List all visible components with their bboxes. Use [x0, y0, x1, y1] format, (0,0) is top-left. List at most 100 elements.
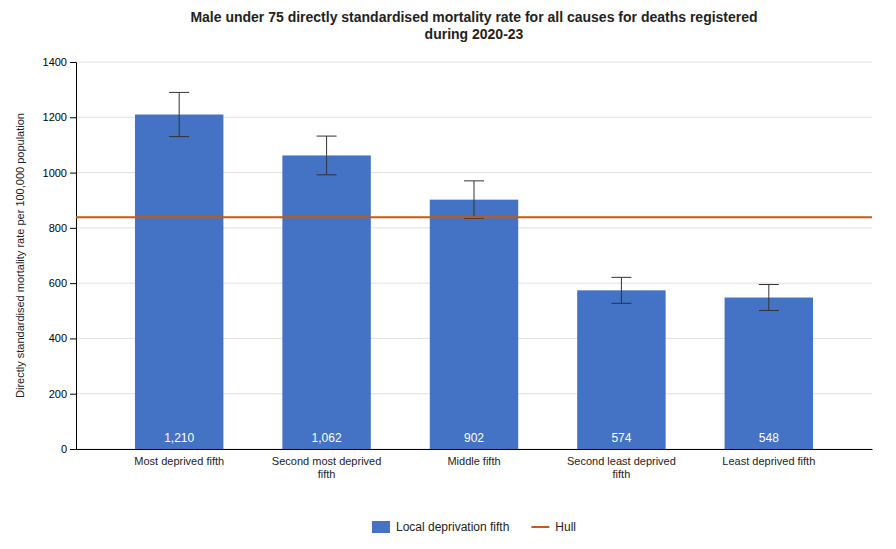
x-tick-label-line: Middle fifth: [447, 455, 500, 467]
y-tick-label: 800: [49, 222, 67, 234]
grid: [76, 62, 872, 449]
title: Male under 75 directly standardised mort…: [190, 9, 757, 42]
error-bar-stem: [768, 285, 769, 298]
marks: [76, 92, 872, 449]
y-tick-mark: [70, 338, 76, 339]
x-tick: Most deprived fifth: [134, 455, 224, 467]
y-tick-label: 600: [49, 277, 67, 289]
legend-swatch: [372, 521, 390, 533]
legend: Local deprivation fifth Hull: [372, 520, 576, 534]
plot: 0 200 400 600 800 1000 1200 1400 Most deprived f…: [14, 56, 873, 480]
x-tick-label: Most deprived fifth: [134, 455, 224, 467]
bar: [577, 290, 665, 449]
x-tick-label: Middle fifth: [447, 455, 500, 467]
y-tick: 200: [49, 388, 76, 400]
error-bar-stem: [621, 290, 622, 303]
y-axis: 0 200 400 600 800 1000 1200 1400: [43, 56, 77, 455]
data-label: 902: [464, 431, 484, 445]
y-tick-mark: [70, 283, 76, 284]
title-line: during 2020-23: [425, 26, 524, 42]
error-bar-stem: [621, 277, 622, 290]
error-bar-stem: [326, 155, 327, 174]
grid-line: [76, 62, 872, 63]
data-label: 574: [611, 431, 631, 445]
y-tick: 1400: [43, 56, 76, 68]
error-bar: [317, 136, 337, 155]
y-axis-line: [70, 63, 77, 450]
x-tick-label-line: fifth: [613, 468, 631, 480]
error-bar-cap: [464, 180, 484, 181]
y-tick-mark: [70, 394, 76, 395]
x-tick-label-line: fifth: [318, 468, 336, 480]
bar: [725, 298, 813, 449]
error-bar: [317, 155, 337, 174]
y-tick: 1200: [43, 111, 76, 123]
chart: Male under 75 directly standardised mort…: [0, 0, 896, 549]
error-bar-stem: [326, 136, 327, 155]
y-tick-mark: [70, 228, 76, 229]
legend-item: Hull: [531, 520, 576, 534]
error-bar: [759, 298, 779, 311]
x-tick-label-line: Most deprived fifth: [134, 455, 224, 467]
legend-label: Local deprivation fifth: [396, 520, 509, 534]
bar: [282, 155, 370, 449]
x-axis-line: [77, 449, 873, 450]
x-tick: Middle fifth: [447, 455, 500, 467]
x-tick-label-line: Second least deprived: [567, 455, 676, 467]
error-bar-stem: [179, 115, 180, 137]
error-bar: [759, 285, 779, 298]
x-tick-label: Second most deprivedfifth: [272, 455, 381, 480]
error-bar-cap: [317, 174, 337, 175]
y-tick: 1000: [43, 167, 76, 179]
title-line: Male under 75 directly standardised mort…: [190, 9, 757, 25]
y-tick-label: 0: [61, 443, 67, 455]
x-axis: Most deprived fifth Second most deprivedf…: [77, 450, 873, 481]
x-tick: Second least deprivedfifth: [567, 455, 676, 480]
x-tick: Second most deprivedfifth: [272, 455, 381, 480]
y-tick: 800: [49, 222, 76, 234]
bars: [135, 115, 813, 449]
error-bar: [611, 277, 631, 290]
y-tick-mark: [70, 62, 76, 63]
y-tick: 600: [49, 277, 76, 289]
x-tick-label: Least deprived fifth: [722, 455, 815, 467]
legend-label: Hull: [555, 520, 576, 534]
x-tick: Least deprived fifth: [722, 455, 815, 467]
y-tick-mark: [70, 449, 76, 450]
error-bar-cap: [759, 284, 779, 285]
error-bar: [611, 290, 631, 303]
error-bar-cap: [611, 277, 631, 278]
error-bar: [169, 115, 189, 137]
error-bar: [464, 200, 484, 219]
error-bars: [169, 92, 779, 310]
error-bar-stem: [474, 181, 475, 200]
x-tick-label: Second least deprivedfifth: [567, 455, 676, 480]
error-bar-cap: [759, 310, 779, 311]
y-tick-mark: [70, 117, 76, 118]
error-bar-cap: [317, 136, 337, 137]
error-bar-stem: [179, 92, 180, 114]
y-tick-label: 1000: [43, 167, 67, 179]
legend-item: Local deprivation fifth: [372, 520, 509, 534]
error-bar: [464, 181, 484, 200]
reference-line: [76, 216, 872, 218]
error-bar-cap: [169, 92, 189, 93]
bar: [135, 115, 223, 449]
error-bar-cap: [611, 303, 631, 304]
y-tick: 400: [49, 332, 76, 344]
data-label: 548: [759, 431, 779, 445]
error-bar-stem: [474, 200, 475, 219]
y-tick-label: 1200: [43, 111, 67, 123]
data-label: 1,210: [164, 431, 194, 445]
x-tick-label-line: Least deprived fifth: [722, 455, 815, 467]
y-tick-label: 200: [49, 388, 67, 400]
error-bar-stem: [768, 298, 769, 311]
error-bar-cap: [169, 136, 189, 137]
legend-swatch: [531, 526, 549, 528]
bar: [430, 200, 518, 449]
data-label: 1,062: [312, 431, 342, 445]
error-bar: [169, 92, 189, 114]
data-labels: 1,210 1,062 902 574 548: [164, 431, 779, 445]
y-tick-label: 1400: [43, 56, 67, 68]
y-axis-title: Directly standardised mortality rate per…: [14, 113, 26, 398]
